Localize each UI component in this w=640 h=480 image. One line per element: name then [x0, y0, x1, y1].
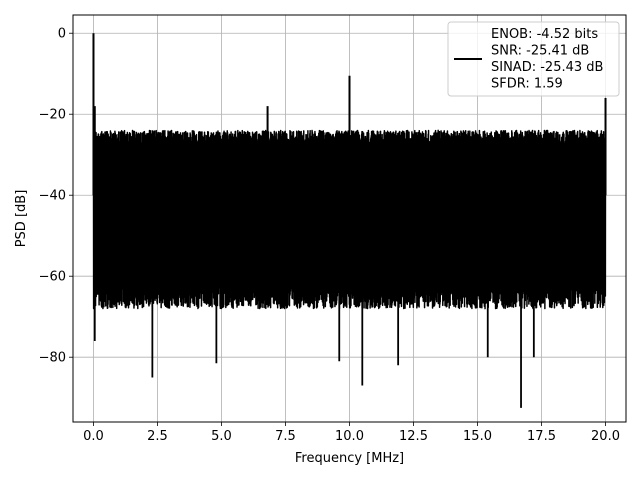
y-tick-label: −60 — [39, 270, 66, 285]
legend-sinad: SINAD: -25.43 dB — [491, 60, 603, 75]
y-tick-label: −40 — [39, 189, 66, 204]
legend-snr: SNR: -25.41 dB — [491, 44, 589, 59]
legend-box — [447, 21, 620, 97]
x-tick-label: 17.5 — [527, 429, 556, 444]
y-tick-label: −20 — [39, 108, 66, 123]
x-tick-label: 5.0 — [211, 429, 232, 444]
series-group — [92, 33, 607, 408]
x-tick-label: 20.0 — [591, 429, 620, 444]
y-tick-label: 0 — [58, 27, 66, 42]
x-tick-label: 10.0 — [335, 429, 364, 444]
legend-enob: ENOB: -4.52 bits — [491, 27, 598, 42]
y-ticks: 0 −20 −40 −60 −80 — [39, 27, 73, 366]
x-tick-label: 7.5 — [275, 429, 296, 444]
x-tick-label: 2.5 — [147, 429, 168, 444]
x-tick-label: 15.0 — [463, 429, 492, 444]
x-tick-label: 0.0 — [83, 429, 104, 444]
legend-sfdr: SFDR: 1.59 — [491, 77, 563, 92]
y-tick-label: −80 — [39, 351, 66, 366]
x-tick-label: 12.5 — [399, 429, 428, 444]
x-ticks: 0.0 2.5 5.0 7.5 10.0 12.5 15.0 17.5 20.0 — [83, 422, 620, 444]
legend: ENOB: -4.52 bits SNR: -25.41 dB SINAD: -… — [447, 21, 620, 97]
x-axis-label: Frequency [MHz] — [295, 451, 404, 466]
y-axis-label: PSD [dB] — [14, 190, 29, 248]
